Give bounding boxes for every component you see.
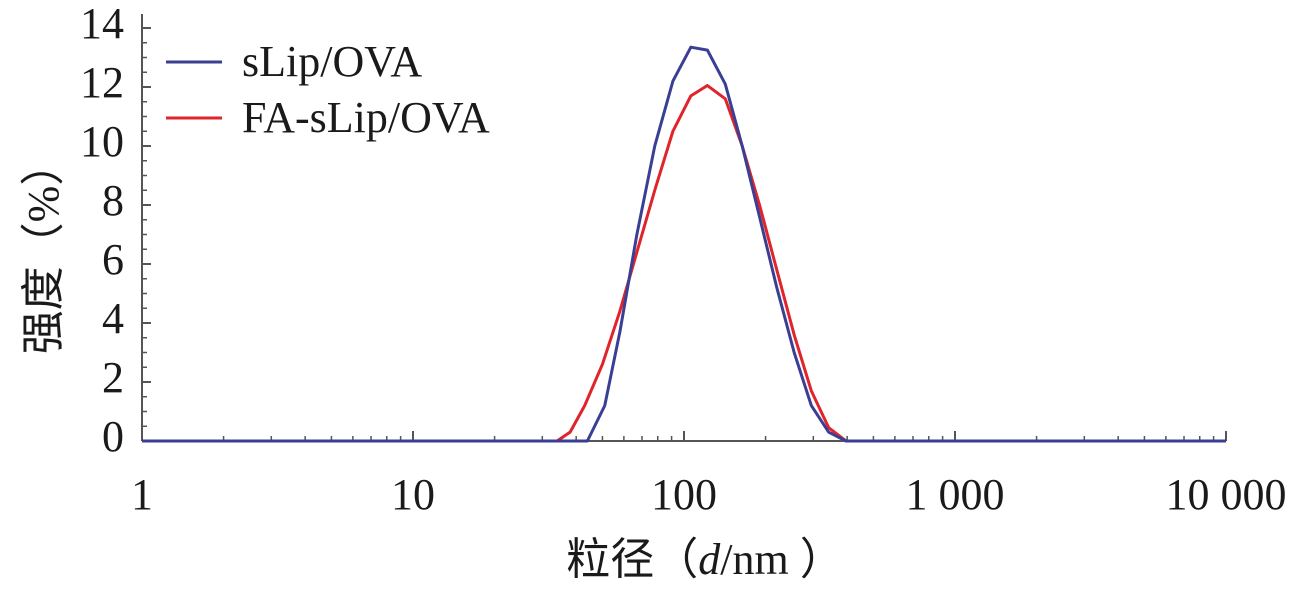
series-line-fa-slip-ova [142,84,1226,443]
y-tick-label: 2 [102,353,124,402]
y-tick-label: 8 [102,176,124,225]
x-axis-label-suffix: /nm ） [720,535,843,584]
axis-labels: 强度（%） 粒径（d/nm ） [19,142,844,584]
legend: sLip/OVA FA-sLip/OVA [166,37,490,142]
legend-label: FA-sLip/OVA [242,93,490,142]
x-tick-label: 10 000 [1166,470,1287,519]
x-tick-label: 1 [131,470,153,519]
y-tick-label: 6 [102,235,124,284]
y-tick-label: 12 [80,58,124,107]
x-axis-label-variable: d [698,535,721,584]
x-tick-label: 10 [391,470,435,519]
x-tick-label: 1 000 [906,470,1005,519]
x-tick-label: 100 [651,470,717,519]
y-tick-label: 0 [102,412,124,461]
axes: 0 2 4 6 8 10 12 14 1 10 100 1 000 10 000 [80,0,1287,519]
x-axis-label: 粒径（d/nm ） [566,535,843,584]
y-tick-label: 14 [80,0,124,48]
series-layer [142,45,1226,443]
y-axis-label: 强度（%） [19,142,68,355]
y-tick-label: 4 [102,294,124,343]
y-tick-label: 10 [80,117,124,166]
series-line-slip-ova [142,45,1226,443]
legend-label: sLip/OVA [242,37,422,86]
x-axis-label-prefix: 粒径（ [566,535,698,584]
